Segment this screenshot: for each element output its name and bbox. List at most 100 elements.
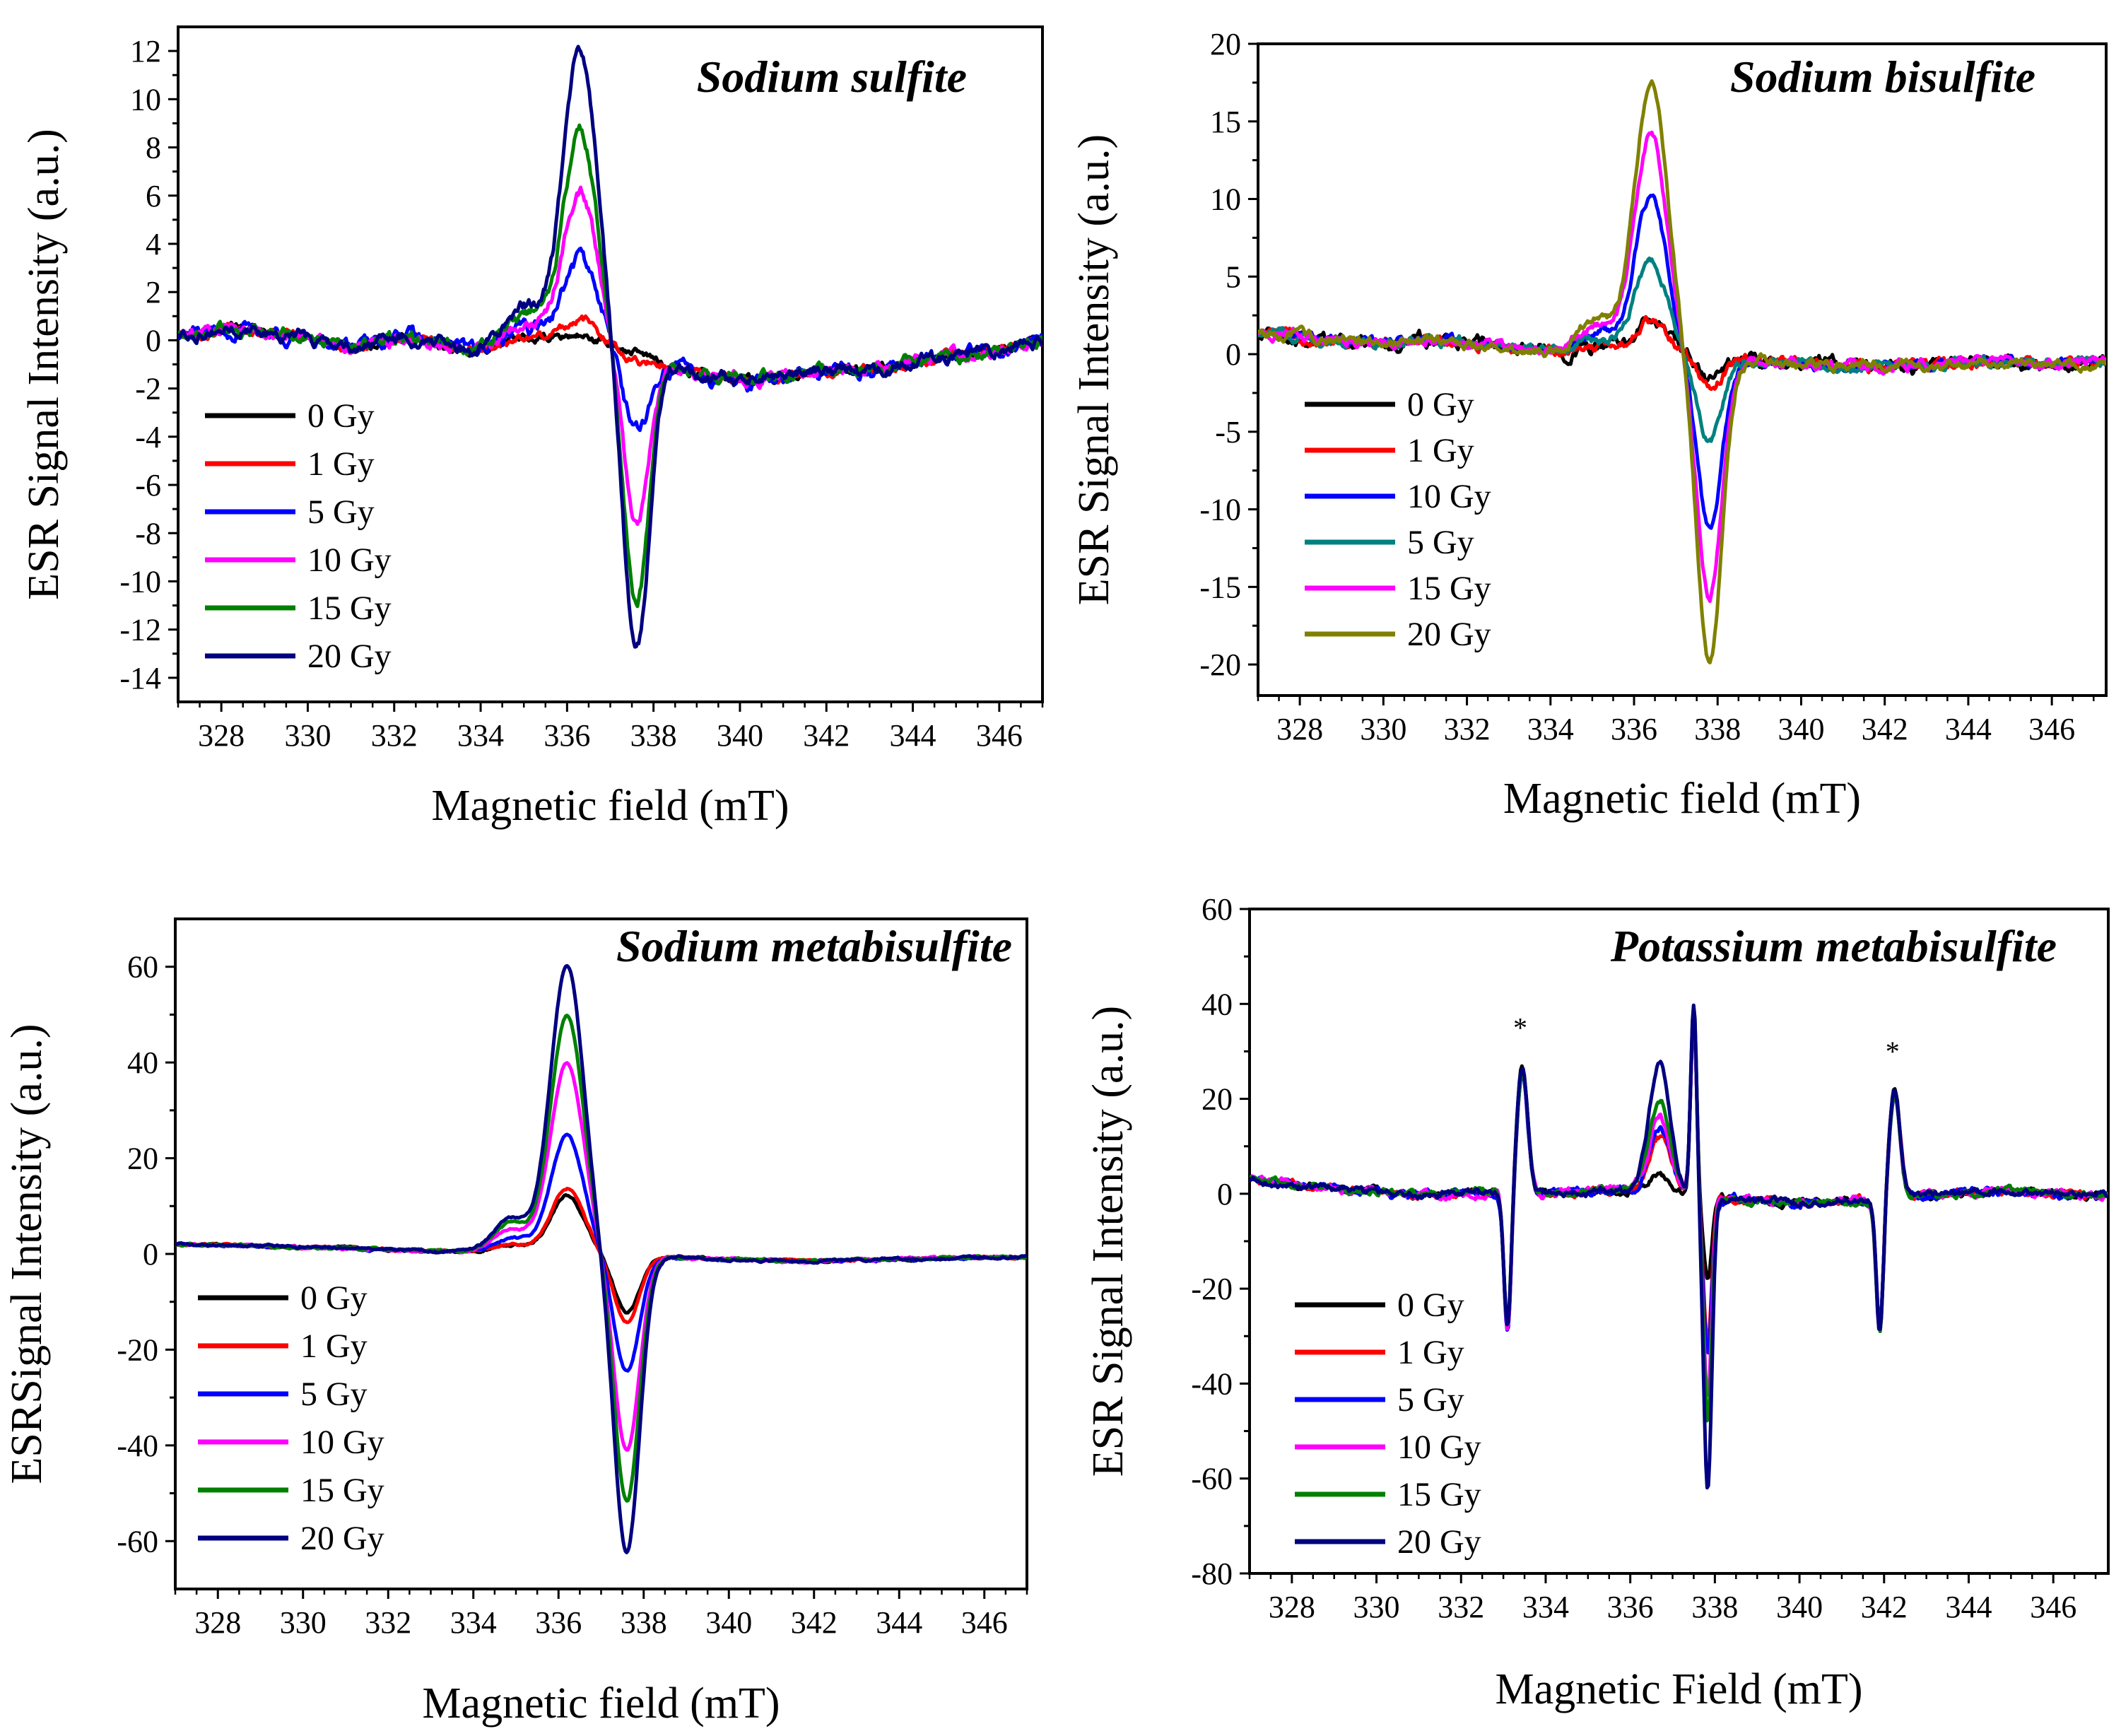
chart-panel-4: 60 40 20 0 -20 -40 -60 -80 328 330 332 334 336 338 340… — [1084, 892, 2110, 1713]
y-tick-label: -20 — [1199, 647, 1241, 682]
x-tick-label: 334 — [450, 1605, 497, 1640]
y-tick-label: 40 — [1201, 987, 1233, 1021]
series-group — [1258, 79, 2106, 664]
y-tick-label: 0 — [143, 1237, 158, 1272]
chart-panel-3: 60 40 20 0 -20 -40 -60 328 330 332 334 336 338 340 342… — [3, 917, 1028, 1728]
x-tick-label: 338 — [621, 1605, 667, 1640]
x-tick-label: 344 — [1945, 712, 1992, 746]
x-tick-label: 342 — [803, 718, 850, 753]
legend-label: 0 Gy — [1407, 386, 1474, 423]
legend-label: 20 Gy — [1407, 616, 1491, 653]
legend-label: 5 Gy — [1397, 1381, 1464, 1419]
x-tick-label: 330 — [284, 718, 331, 753]
x-tick-label: 340 — [705, 1605, 752, 1640]
x-tick-label: 328 — [194, 1605, 241, 1640]
legend-label: 5 Gy — [300, 1376, 368, 1413]
chart-title: Potassium metabisulfite — [1610, 921, 2057, 971]
x-tick-label: 340 — [1776, 1590, 1823, 1624]
y-tick-label: -10 — [119, 564, 161, 599]
chart-panel-1: 12 10 8 6 4 2 0 -2 -4 -6 -8 -10 -12 -14 328 330 332 334 33… — [20, 25, 1044, 830]
y-tick-label: 0 — [1217, 1177, 1233, 1212]
x-tick-label: 338 — [1691, 1590, 1738, 1624]
x-tick-label: 336 — [544, 718, 590, 753]
y-axis-label: ESR Signal Intensity (a.u.) — [20, 129, 68, 599]
legend-label: 1 Gy — [1397, 1334, 1464, 1371]
y-tick-label: -10 — [1199, 493, 1241, 527]
legend-label: 5 Gy — [307, 493, 375, 531]
x-tick-label: 342 — [1861, 1590, 1908, 1624]
y-tick-label: -60 — [1191, 1462, 1233, 1496]
y-tick-label: -20 — [117, 1332, 158, 1367]
annotation-asterisk: * — [1886, 1036, 1900, 1067]
legend-label: 0 Gy — [300, 1279, 368, 1317]
x-tick-label: 332 — [1444, 712, 1491, 746]
series-line-20-gy — [1250, 1003, 2108, 1490]
x-tick-label: 330 — [280, 1605, 327, 1640]
x-tick-label: 346 — [976, 718, 1023, 753]
legend-label: 1 Gy — [1407, 432, 1474, 469]
legend-label: 15 Gy — [300, 1472, 384, 1509]
y-tick-label: -4 — [135, 420, 161, 454]
y-tick-label: 20 — [1201, 1082, 1233, 1117]
y-tick-label: 4 — [146, 227, 161, 262]
x-tick-label: 334 — [1527, 712, 1574, 746]
y-tick-label: -60 — [117, 1524, 158, 1559]
series-line-20-gy — [1258, 79, 2106, 664]
y-tick-label: 12 — [130, 34, 161, 69]
series-group — [1250, 1003, 2108, 1490]
y-tick-label: 2 — [146, 275, 161, 310]
y-tick-label: -8 — [135, 516, 161, 551]
y-tick-label: 0 — [1226, 337, 1241, 372]
y-tick-label: -40 — [1191, 1366, 1233, 1401]
x-axis-label: Magnetic field (mT) — [422, 1679, 780, 1728]
legend-label: 10 Gy — [1407, 478, 1491, 515]
legend-label: 10 Gy — [1397, 1429, 1481, 1466]
y-tick-label: 20 — [1210, 27, 1241, 61]
x-tick-label: 342 — [1862, 712, 1908, 746]
x-tick-label: 330 — [1360, 712, 1406, 746]
x-tick-label: 332 — [371, 718, 418, 753]
chart-panel-2: 20 15 10 5 0 -5 -10 -15 -20 328 330 332 334 336 338 340… — [1070, 27, 2108, 823]
legend-label: 5 Gy — [1407, 524, 1474, 561]
series-line-20-gy — [178, 45, 1042, 649]
legend-label: 1 Gy — [307, 445, 375, 483]
x-tick-label: 340 — [717, 718, 763, 753]
legend-label: 1 Gy — [300, 1327, 368, 1365]
x-tick-label: 334 — [1522, 1590, 1569, 1624]
x-tick-label: 334 — [457, 718, 504, 753]
y-tick-label: -40 — [117, 1429, 158, 1463]
x-tick-label: 344 — [876, 1605, 922, 1640]
legend-label: 20 Gy — [307, 638, 392, 675]
y-tick-label: 10 — [1210, 182, 1241, 217]
x-tick-label: 344 — [890, 718, 936, 753]
y-tick-label: 6 — [146, 179, 161, 213]
x-tick-label: 346 — [961, 1605, 1008, 1640]
legend-label: 10 Gy — [307, 541, 392, 579]
y-tick-label: 5 — [1226, 259, 1241, 294]
legend-label: 20 Gy — [1397, 1523, 1481, 1561]
y-tick-label: -12 — [119, 613, 161, 647]
y-tick-label: 10 — [130, 82, 161, 117]
x-tick-label: 344 — [1945, 1590, 1992, 1624]
y-tick-label: -5 — [1215, 415, 1241, 450]
y-axis-label: ESR Signal Intensity (a.u.) — [1084, 1006, 1132, 1477]
legend-label: 0 Gy — [307, 397, 375, 435]
x-tick-label: 342 — [791, 1605, 838, 1640]
x-tick-label: 328 — [1276, 712, 1323, 746]
x-tick-label: 336 — [1611, 712, 1657, 746]
x-tick-label: 346 — [2030, 1590, 2076, 1624]
y-tick-label: -15 — [1199, 570, 1241, 604]
y-tick-label: -6 — [135, 468, 161, 503]
legend-label: 15 Gy — [1397, 1476, 1481, 1513]
x-tick-label: 332 — [365, 1605, 411, 1640]
x-axis-label: Magnetic field (mT) — [431, 782, 789, 830]
y-tick-label: 60 — [1201, 892, 1233, 927]
x-tick-label: 336 — [1607, 1590, 1654, 1624]
y-tick-label: 0 — [146, 323, 161, 358]
y-tick-label: 60 — [127, 950, 158, 985]
x-tick-label: 336 — [535, 1605, 582, 1640]
plot-frame — [1257, 42, 2108, 697]
series-group — [178, 45, 1042, 649]
y-tick-label: -20 — [1191, 1272, 1233, 1306]
